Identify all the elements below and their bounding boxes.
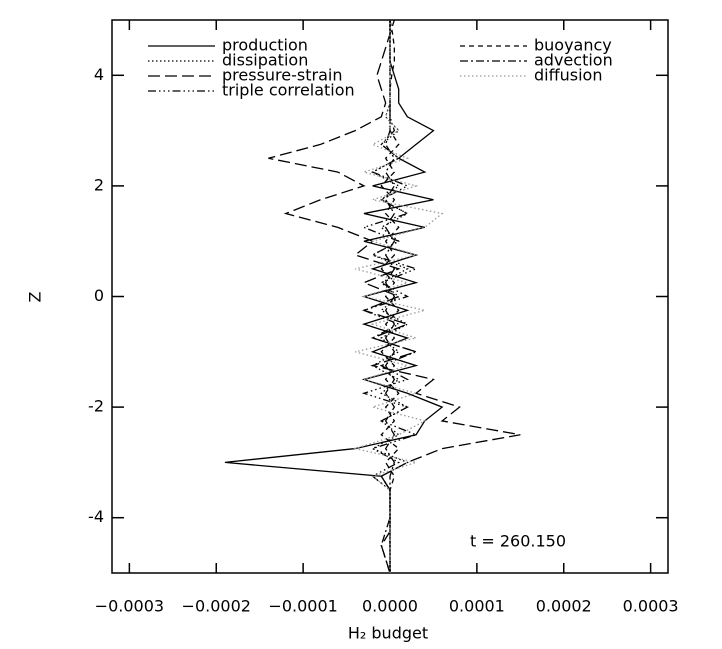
annotation: t = 260.150 bbox=[470, 532, 566, 551]
x-tick-label: 0.0002 bbox=[536, 597, 592, 616]
x-tick-label: −0.0001 bbox=[268, 597, 337, 616]
series-line bbox=[361, 20, 418, 573]
legend-label: triple correlation bbox=[222, 81, 355, 100]
series-line bbox=[268, 19, 521, 574]
legend-label: dissipation bbox=[222, 51, 308, 70]
x-tick-label: −0.0002 bbox=[182, 597, 251, 616]
series-line bbox=[380, 20, 396, 574]
legend-label: buoyancy bbox=[534, 36, 612, 55]
series-line bbox=[352, 20, 444, 573]
x-axis-label: H₂ budget bbox=[348, 624, 428, 643]
legend-label: production bbox=[222, 36, 308, 55]
y-tick-label: -4 bbox=[88, 507, 104, 526]
x-tick-label: 0.0001 bbox=[449, 597, 505, 616]
y-axis-label: Z bbox=[26, 291, 45, 302]
x-tick-label: −0.0003 bbox=[95, 597, 164, 616]
x-tick-label: 0.0000 bbox=[362, 597, 418, 616]
y-tick-label: -2 bbox=[88, 397, 104, 416]
legend-label: diffusion bbox=[534, 66, 602, 85]
y-tick-label: 4 bbox=[94, 65, 104, 84]
series-line bbox=[380, 19, 400, 573]
legend-label: advection bbox=[534, 51, 613, 70]
y-tick-label: 0 bbox=[94, 286, 104, 305]
y-tick-label: 2 bbox=[94, 175, 104, 194]
series-line bbox=[224, 20, 444, 573]
legend-label: pressure-strain bbox=[222, 66, 342, 85]
x-tick-label: 0.0003 bbox=[623, 597, 679, 616]
